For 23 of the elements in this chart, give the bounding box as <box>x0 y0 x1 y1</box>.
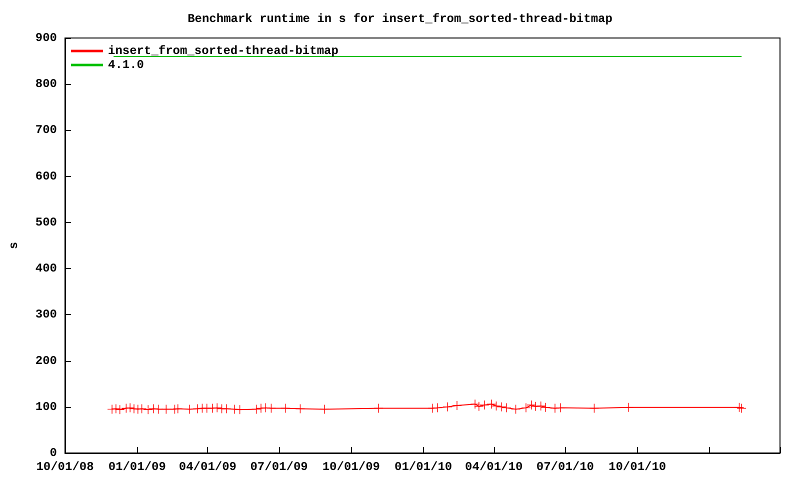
x-tick-label: 01/01/09 <box>108 460 166 474</box>
y-tick-label: 700 <box>35 123 57 138</box>
y-tick-label: 500 <box>35 215 57 230</box>
y-tick-label: 300 <box>35 308 57 322</box>
x-tick-label: 07/01/09 <box>250 460 308 474</box>
y-tick-label: 400 <box>35 262 57 276</box>
x-tick-label: 04/01/10 <box>465 460 523 474</box>
x-tick-label: 10/01/08 <box>36 460 94 474</box>
y-tick-label: 0 <box>50 446 57 460</box>
x-tick-label: 01/01/10 <box>394 460 452 474</box>
legend-label: insert_from_sorted-thread-bitmap <box>108 44 338 58</box>
y-tick-label: 100 <box>35 400 57 414</box>
y-tick-label: 200 <box>35 354 57 368</box>
y-axis-title: s <box>7 242 21 250</box>
x-tick-label: 04/01/09 <box>178 460 236 474</box>
x-tick-label: 07/01/10 <box>536 460 594 474</box>
y-tick-label: 600 <box>35 169 57 184</box>
legend-label: 4.1.0 <box>108 58 144 72</box>
chart-title: Benchmark runtime in s for insert_from_sorted-thread-bitmap <box>188 12 612 26</box>
x-tick-label: 10/01/09 <box>322 460 380 474</box>
y-tick-label: 900 <box>35 31 57 45</box>
x-tick-label: 10/01/10 <box>608 460 666 474</box>
y-tick-label: 800 <box>35 77 57 92</box>
